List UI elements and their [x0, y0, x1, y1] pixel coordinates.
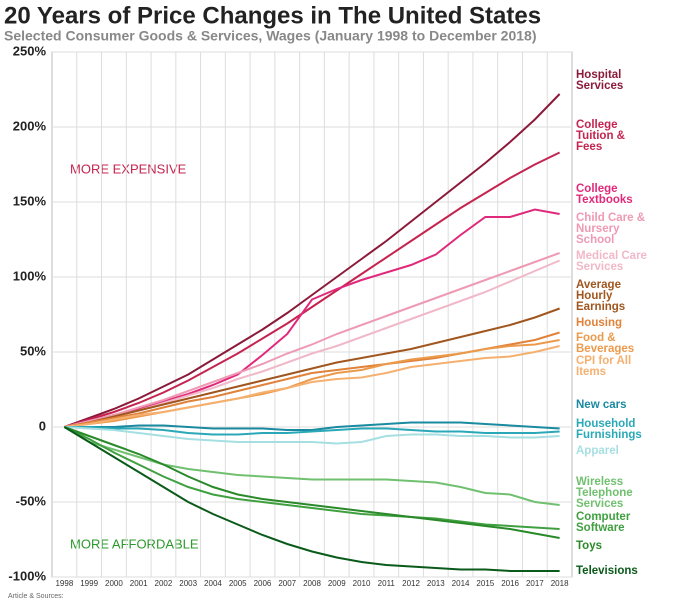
y-tick-label: 100%: [13, 268, 47, 283]
legend-label: College Tuition & Fees: [576, 119, 625, 153]
y-tick-label: -100%: [8, 568, 46, 583]
x-tick-label: 2011: [378, 579, 396, 588]
x-tick-label: 2016: [501, 579, 519, 588]
legend-label: Child Care & Nursery School: [576, 212, 646, 246]
x-tick-label: 2012: [402, 579, 420, 588]
legend-label: Hospital Services: [576, 69, 624, 92]
series-line: [64, 252, 560, 428]
y-tick-label: 250%: [13, 43, 47, 58]
y-tick-label: 150%: [13, 193, 47, 208]
series-line: [64, 426, 560, 445]
legend-label: CPI for All Items: [576, 355, 632, 378]
legend-label: Medical Care Services: [576, 250, 647, 273]
series-line: [63, 426, 560, 506]
legend-label: Apparel: [576, 445, 619, 457]
series-line: [64, 426, 560, 539]
legend-label: Food & Beverages: [576, 332, 635, 355]
series-line: [64, 208, 560, 428]
legend-label: Computer Software: [576, 511, 631, 534]
x-tick-label: 2003: [179, 579, 197, 588]
legend-label: Televisions: [576, 565, 638, 577]
series-line: [63, 426, 560, 572]
legend-label: College Textbooks: [576, 183, 633, 206]
x-tick-label: 2013: [427, 579, 445, 588]
series-line: [63, 426, 560, 530]
x-tick-label: 2018: [551, 579, 569, 588]
x-tick-label: 2009: [328, 579, 346, 588]
x-tick-label: 2008: [303, 579, 321, 588]
chart-subtitle: Selected Consumer Goods & Services, Wage…: [4, 28, 537, 44]
x-tick-label: 1999: [80, 579, 98, 588]
plot-area: [51, 51, 573, 578]
series-line: [64, 421, 560, 431]
series-line: [64, 93, 561, 428]
y-tick-label: 50%: [20, 343, 46, 358]
x-tick-label: 2005: [229, 579, 247, 588]
x-tick-label: 2014: [452, 579, 470, 588]
legend-label: Household Furnishings: [576, 418, 642, 441]
footer: Article & Sources:: [8, 593, 64, 600]
series-line: [64, 307, 560, 428]
chart-title: 20 Years of Price Changes in The United …: [4, 2, 541, 29]
legend-label: Housing: [576, 317, 622, 329]
x-tick-label: 2004: [204, 579, 222, 588]
y-tick-label: 0: [39, 418, 46, 433]
x-tick-label: 2001: [130, 579, 148, 588]
legend-label: New cars: [576, 399, 627, 411]
x-tick-label: 2006: [254, 579, 272, 588]
legend-label: Wireless Telephone Services: [576, 476, 633, 510]
x-tick-label: 2002: [155, 579, 173, 588]
x-tick-label: 1998: [55, 579, 73, 588]
legend-label: Toys: [576, 540, 602, 552]
y-tick-label: -50%: [16, 493, 47, 508]
series-line: [64, 151, 561, 428]
annotation: MORE EXPENSIVE: [70, 161, 187, 176]
x-tick-label: 2007: [278, 579, 296, 588]
y-tick-label: 200%: [13, 118, 47, 133]
series-line: [64, 345, 560, 428]
series-line: [64, 426, 560, 436]
x-tick-label: 2000: [105, 579, 123, 588]
x-tick-label: 2010: [353, 579, 371, 588]
x-tick-label: 2015: [476, 579, 494, 588]
x-tick-label: 2017: [526, 579, 544, 588]
legend-label: Average Hourly Earnings: [576, 279, 626, 313]
annotation: MORE AFFORDABLE: [70, 536, 199, 551]
